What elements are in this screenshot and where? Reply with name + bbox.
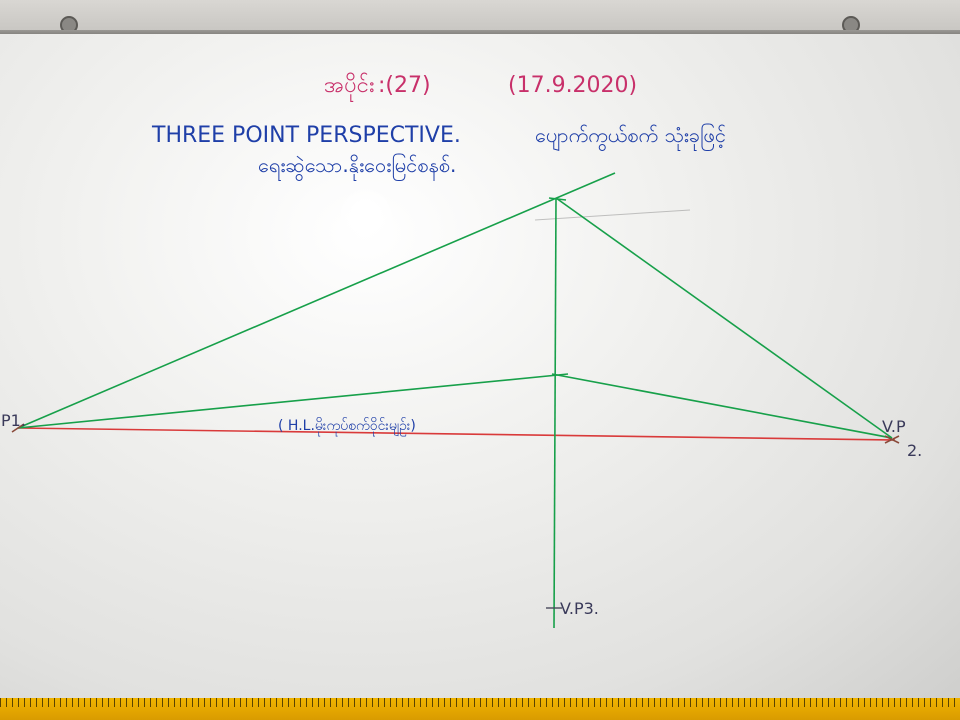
- vp1-marker: [11, 423, 25, 433]
- header-date: (17.9.2020): [508, 73, 637, 98]
- subtitle-myanmar: ရေးဆွဲသော.နိုးဝေးမြင်စနစ်.: [258, 153, 456, 181]
- horizon-line: [17, 427, 896, 441]
- title-english: THREE POINT PERSPECTIVE.: [151, 123, 461, 148]
- vp1-label: P1.: [1, 411, 26, 430]
- horizon-label: ( H.L.မိုးကုပ်စက်ဝိုင်းမျဉ်း): [278, 418, 416, 436]
- vp2-marker: [884, 435, 900, 444]
- header-myanmar: အပိုင်း: [324, 72, 375, 102]
- title-myanmar: ပျောက်ကွယ်စက် သုံးခုဖြင့်: [535, 123, 726, 151]
- header-number: :(27): [378, 73, 431, 98]
- whiteboard: [0, 34, 960, 698]
- vp2-label-top: V.P: [882, 417, 906, 436]
- faint-mark: [534, 209, 691, 221]
- line-apex-to-vp2: [555, 197, 893, 439]
- light-glare: [336, 186, 396, 246]
- ruler-ticks: [0, 698, 960, 707]
- vp2-label-bottom: 2.: [907, 441, 922, 460]
- line-vp1-to-middle: [17, 373, 569, 429]
- apex-tick: [548, 197, 567, 201]
- vertical-to-vp3: [553, 197, 557, 629]
- yellow-ruler: [0, 698, 960, 720]
- vp3-label: V.P3.: [560, 599, 599, 618]
- line-vp1-to-apex: [17, 172, 616, 429]
- line-middle-to-vp2: [551, 373, 893, 439]
